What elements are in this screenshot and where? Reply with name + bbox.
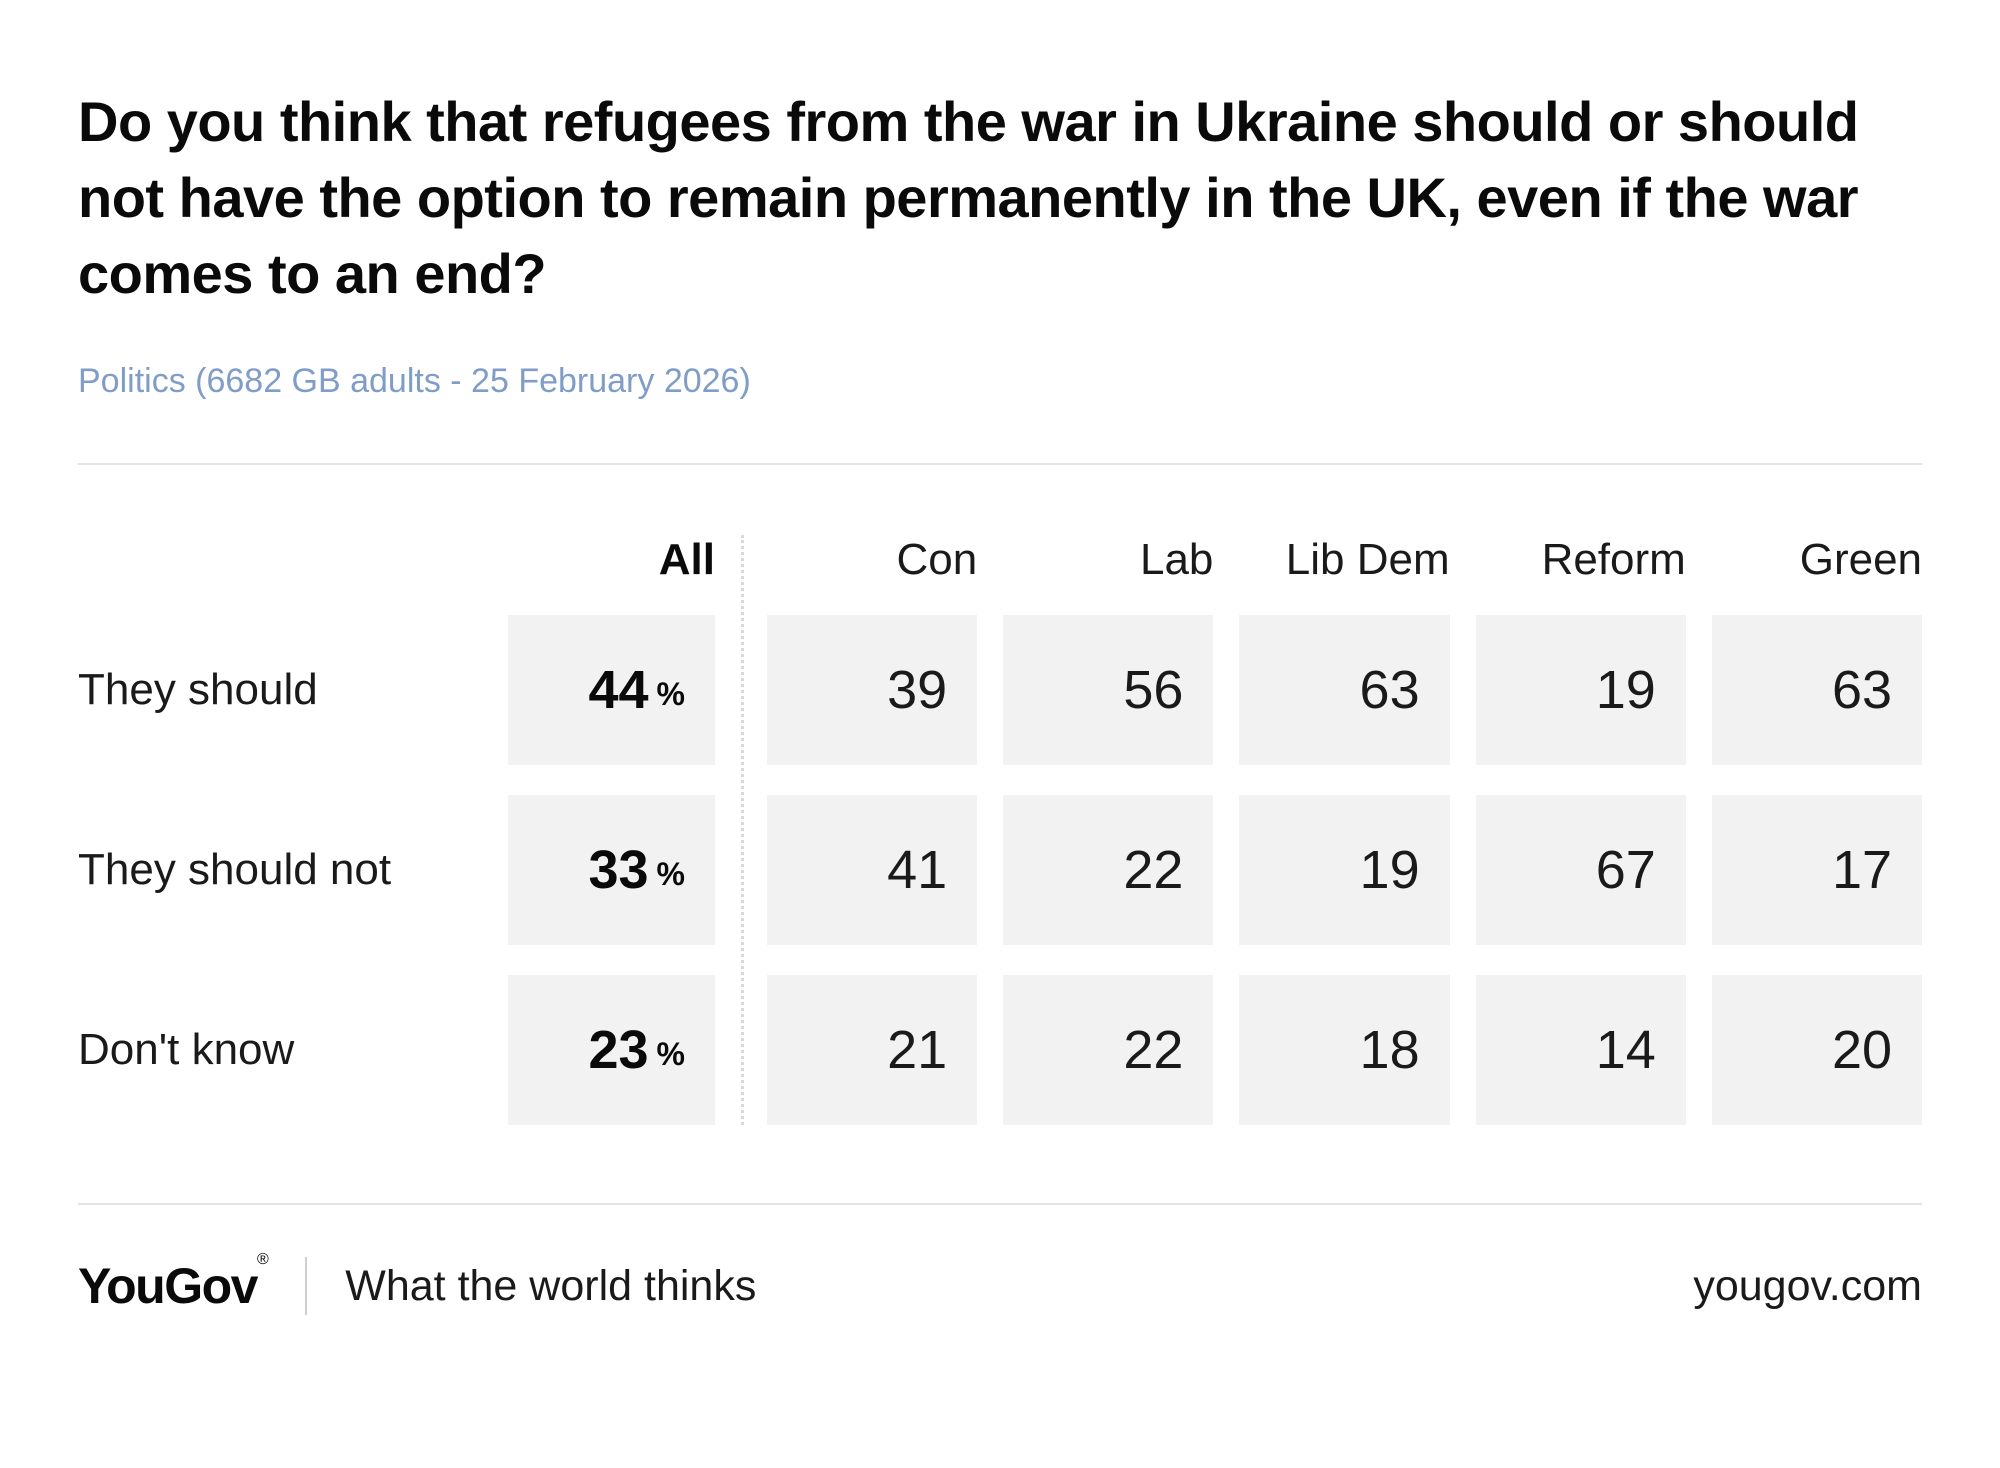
all-vs-parties-divider: [741, 535, 744, 1126]
percent-sign: %: [656, 1035, 685, 1072]
column-header-libdem: Lib Dem: [1285, 535, 1450, 585]
table-row: They should 44% 39 56 63 19 63: [78, 615, 1923, 766]
cell-value: 63: [1239, 615, 1450, 766]
cell-value: 14: [1475, 975, 1686, 1126]
all-number: 44: [588, 660, 649, 721]
cell-value: 67: [1475, 795, 1686, 946]
cell-value: 22: [1003, 975, 1214, 1126]
results-table: All Con Lab Lib Dem Reform Green They sh…: [78, 529, 1923, 1126]
top-divider: [78, 463, 1922, 466]
table-header-row: All Con Lab Lib Dem Reform Green: [78, 529, 1922, 585]
tagline: What the world thinks: [345, 1261, 757, 1310]
column-header-con: Con: [896, 535, 978, 585]
all-value: 23%: [508, 975, 715, 1126]
cell-value: 41: [767, 795, 978, 946]
cell-value: 39: [767, 615, 978, 766]
footer-divider: [78, 1203, 1922, 1206]
all-number: 23: [588, 1020, 649, 1081]
yougov-logo-text: YouGov: [78, 1258, 258, 1315]
footer: YouGov® What the world thinks yougov.com: [78, 1205, 1922, 1316]
table-row: They should not 33% 41 22 19 67 17: [78, 795, 1923, 946]
row-label: They should not: [78, 845, 392, 895]
cell-value: 18: [1239, 975, 1450, 1126]
question-title: Do you think that refugees from the war …: [78, 90, 1859, 306]
row-label: Don't know: [78, 1025, 295, 1075]
cell-value: 20: [1711, 975, 1923, 1126]
registered-mark: ®: [256, 1250, 269, 1268]
survey-meta: Politics (6682 GB adults - 25 February 2…: [78, 362, 751, 401]
column-header-lab: Lab: [1139, 535, 1214, 585]
cell-value: 19: [1475, 615, 1686, 766]
cell-value: 17: [1711, 795, 1923, 946]
row-label: They should: [78, 665, 318, 715]
percent-sign: %: [656, 675, 685, 712]
column-header-reform: Reform: [1541, 535, 1686, 585]
yougov-logo: YouGov®: [78, 1251, 269, 1315]
table-row: Don't know 23% 21 22 18 14 20: [78, 975, 1923, 1126]
percent-sign: %: [656, 855, 685, 892]
cell-value: 22: [1003, 795, 1214, 946]
cell-value: 19: [1239, 795, 1450, 946]
cell-value: 63: [1711, 615, 1923, 766]
logo-separator: [305, 1257, 308, 1316]
cell-value: 56: [1003, 615, 1214, 766]
cell-value: 21: [767, 975, 978, 1126]
column-header-green: Green: [1799, 535, 1923, 585]
column-header-all: All: [658, 535, 715, 585]
all-value: 44%: [508, 615, 715, 766]
all-value: 33%: [508, 795, 715, 946]
website-link[interactable]: yougov.com: [1693, 1261, 1922, 1310]
all-number: 33: [588, 840, 649, 901]
